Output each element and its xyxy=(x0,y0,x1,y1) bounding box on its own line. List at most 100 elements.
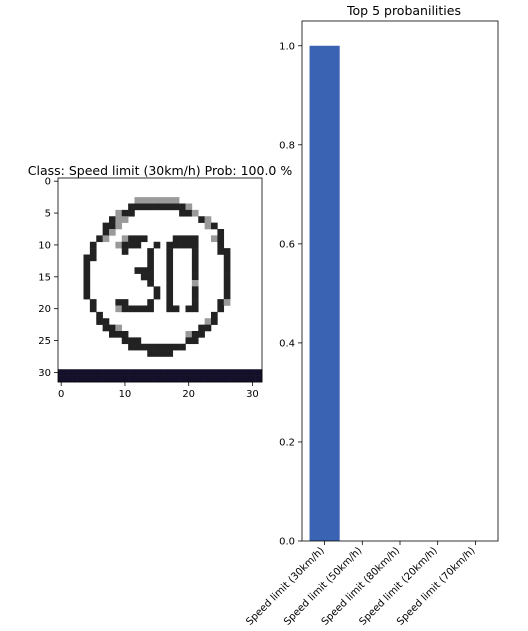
image-x-tick-label: 30 xyxy=(246,389,259,400)
image-pixel xyxy=(102,324,110,332)
image-pixel xyxy=(134,343,142,351)
image-pixel xyxy=(223,369,231,376)
image-pixel xyxy=(83,369,91,376)
image-pixel xyxy=(166,369,174,376)
image-pixel xyxy=(147,260,154,268)
bar-x-tick-label: Speed limit (70km/h) xyxy=(395,545,477,627)
image-pixel xyxy=(211,311,218,319)
image-pixel xyxy=(147,343,154,351)
image-pixel xyxy=(134,337,142,345)
image-pixel xyxy=(185,203,193,211)
image-pixel xyxy=(140,305,148,313)
image-pixel xyxy=(102,229,110,236)
image-pixel xyxy=(204,216,212,223)
bar-panel: Top 5 probanilities 0.0 0.2 0.4 0.6 0.8 1.0 S… xyxy=(244,3,499,628)
image-pixel xyxy=(115,299,123,306)
image-pixel xyxy=(166,299,174,306)
image-pixel xyxy=(147,369,154,376)
image-pixel xyxy=(172,375,180,383)
image-pixel xyxy=(198,369,205,376)
image-pixel xyxy=(166,273,174,281)
image-pixel xyxy=(211,222,218,230)
image-pixel xyxy=(115,216,123,223)
bar-chart-title: Top 5 probanilities xyxy=(346,3,461,18)
image-pixel xyxy=(83,254,91,262)
image-pixel xyxy=(179,209,186,217)
image-pixel xyxy=(77,375,84,383)
image-pixel xyxy=(109,229,116,236)
image-pixel xyxy=(109,222,116,230)
image-pixel xyxy=(217,299,225,306)
image-pixel xyxy=(230,369,237,376)
image-pixel xyxy=(191,241,199,249)
image-pixel xyxy=(249,375,256,383)
image-pixel xyxy=(153,350,161,357)
image-pixel xyxy=(166,197,174,204)
image-pixel xyxy=(166,286,174,294)
image-pixel xyxy=(77,369,84,376)
image-pixel xyxy=(223,260,231,268)
image-pixel xyxy=(147,197,154,204)
image-pixel xyxy=(134,267,142,274)
image-pixel xyxy=(115,331,123,338)
image-pixel xyxy=(217,305,225,313)
image-pixel xyxy=(96,311,103,319)
image-pixel xyxy=(217,248,225,255)
bar-x-axis: Speed limit (30km/h)Speed limit (50km/h)… xyxy=(244,541,478,628)
image-pixel xyxy=(166,305,174,313)
image-pixel xyxy=(134,203,142,211)
bars xyxy=(309,45,340,541)
image-pixel xyxy=(211,369,218,376)
image-pixel xyxy=(83,267,91,274)
image-pixel xyxy=(121,375,129,383)
bar xyxy=(309,45,340,541)
image-pixel xyxy=(147,248,154,255)
image-pixel xyxy=(128,375,135,383)
image-pixel xyxy=(160,369,167,376)
image-pixel xyxy=(223,299,231,306)
bar-y-tick-label: 0.0 xyxy=(279,537,295,548)
bar-y-tick-label: 0.8 xyxy=(279,140,295,151)
image-pixel xyxy=(128,369,135,376)
image-pixel xyxy=(89,305,97,313)
image-pixel xyxy=(185,337,193,345)
image-pixel xyxy=(191,248,199,255)
image-pixel xyxy=(172,197,180,204)
image-pixel xyxy=(191,305,199,313)
image-y-tick-label: 15 xyxy=(38,272,51,283)
image-pixel xyxy=(242,369,250,376)
image-pixel xyxy=(166,203,174,211)
image-pixel xyxy=(89,299,97,306)
image-pixel xyxy=(198,216,205,223)
image-y-tick-label: 5 xyxy=(45,209,51,220)
image-pixel xyxy=(217,369,225,376)
image-pixel xyxy=(191,209,199,217)
image-pixel xyxy=(236,369,244,376)
image-x-tick-label: 20 xyxy=(182,389,195,400)
image-x-tick-label: 0 xyxy=(58,389,64,400)
image-pixel xyxy=(223,280,231,287)
image-pixel xyxy=(134,197,142,204)
image-pixel xyxy=(223,248,231,255)
image-pixel xyxy=(179,203,186,211)
image-pixel xyxy=(166,343,174,351)
image-pixel xyxy=(89,254,97,262)
image-pixel xyxy=(223,375,231,383)
image-pixel xyxy=(191,280,199,287)
image-pixel xyxy=(166,260,174,268)
image-pixel xyxy=(128,337,135,345)
image-pixel xyxy=(147,273,154,281)
image-pixel xyxy=(191,254,199,262)
image-pixel xyxy=(185,369,193,376)
image-pixel xyxy=(121,216,129,223)
image-pixel xyxy=(134,375,142,383)
image-pixel xyxy=(153,197,161,204)
image-pixel xyxy=(172,241,180,249)
image-pixel xyxy=(191,375,199,383)
image-pixel xyxy=(191,299,199,306)
image-pixel xyxy=(211,235,218,243)
image-pixel xyxy=(147,254,154,262)
image-pixel xyxy=(204,375,212,383)
image-pixel xyxy=(153,241,161,249)
image-pixel xyxy=(121,337,129,345)
